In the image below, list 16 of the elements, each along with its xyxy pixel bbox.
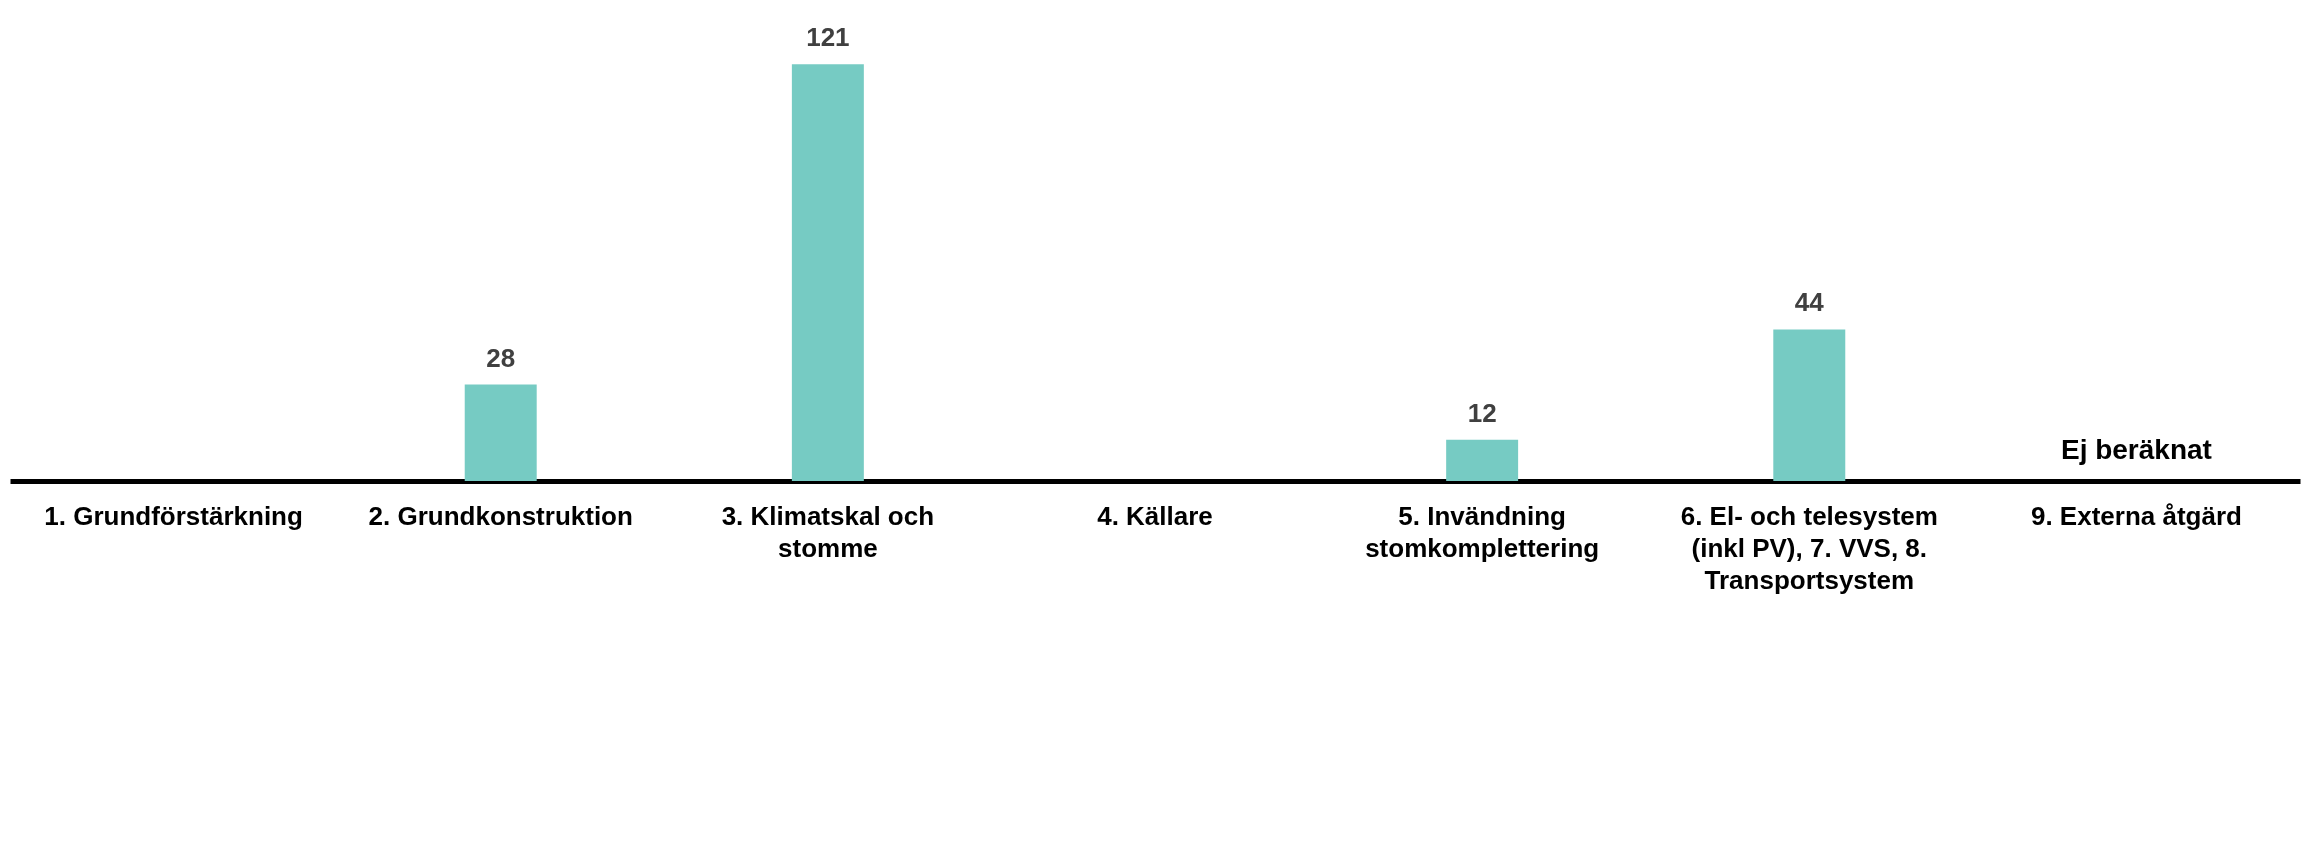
data-label: 44 xyxy=(1794,287,1825,318)
bar xyxy=(1773,329,1846,481)
bar xyxy=(1446,439,1519,481)
bar xyxy=(464,384,537,481)
x-tick-label: 9. Externa åtgärd xyxy=(2030,500,2242,531)
x-tick-label: 3. Klimatskal och stomme xyxy=(721,500,935,563)
x-tick-label: 2. Grundkonstruktion xyxy=(368,500,633,531)
x-tick-label: 4. Källare xyxy=(1097,500,1213,531)
data-label: 12 xyxy=(1467,397,1497,428)
x-tick-label: 6. El- och telesystem (inkl PV), 7. VVS, 8. Transportsystem xyxy=(1680,500,1938,595)
x-tick-label: 5. Invändning stomkomplettering xyxy=(1365,500,1600,563)
bar xyxy=(791,64,864,481)
annotation: Ej beräknat xyxy=(2060,434,2212,465)
x-tick-label: 1. Grundförstärkning xyxy=(44,500,303,531)
data-label: 121 xyxy=(806,22,850,53)
data-label: 28 xyxy=(486,342,516,373)
